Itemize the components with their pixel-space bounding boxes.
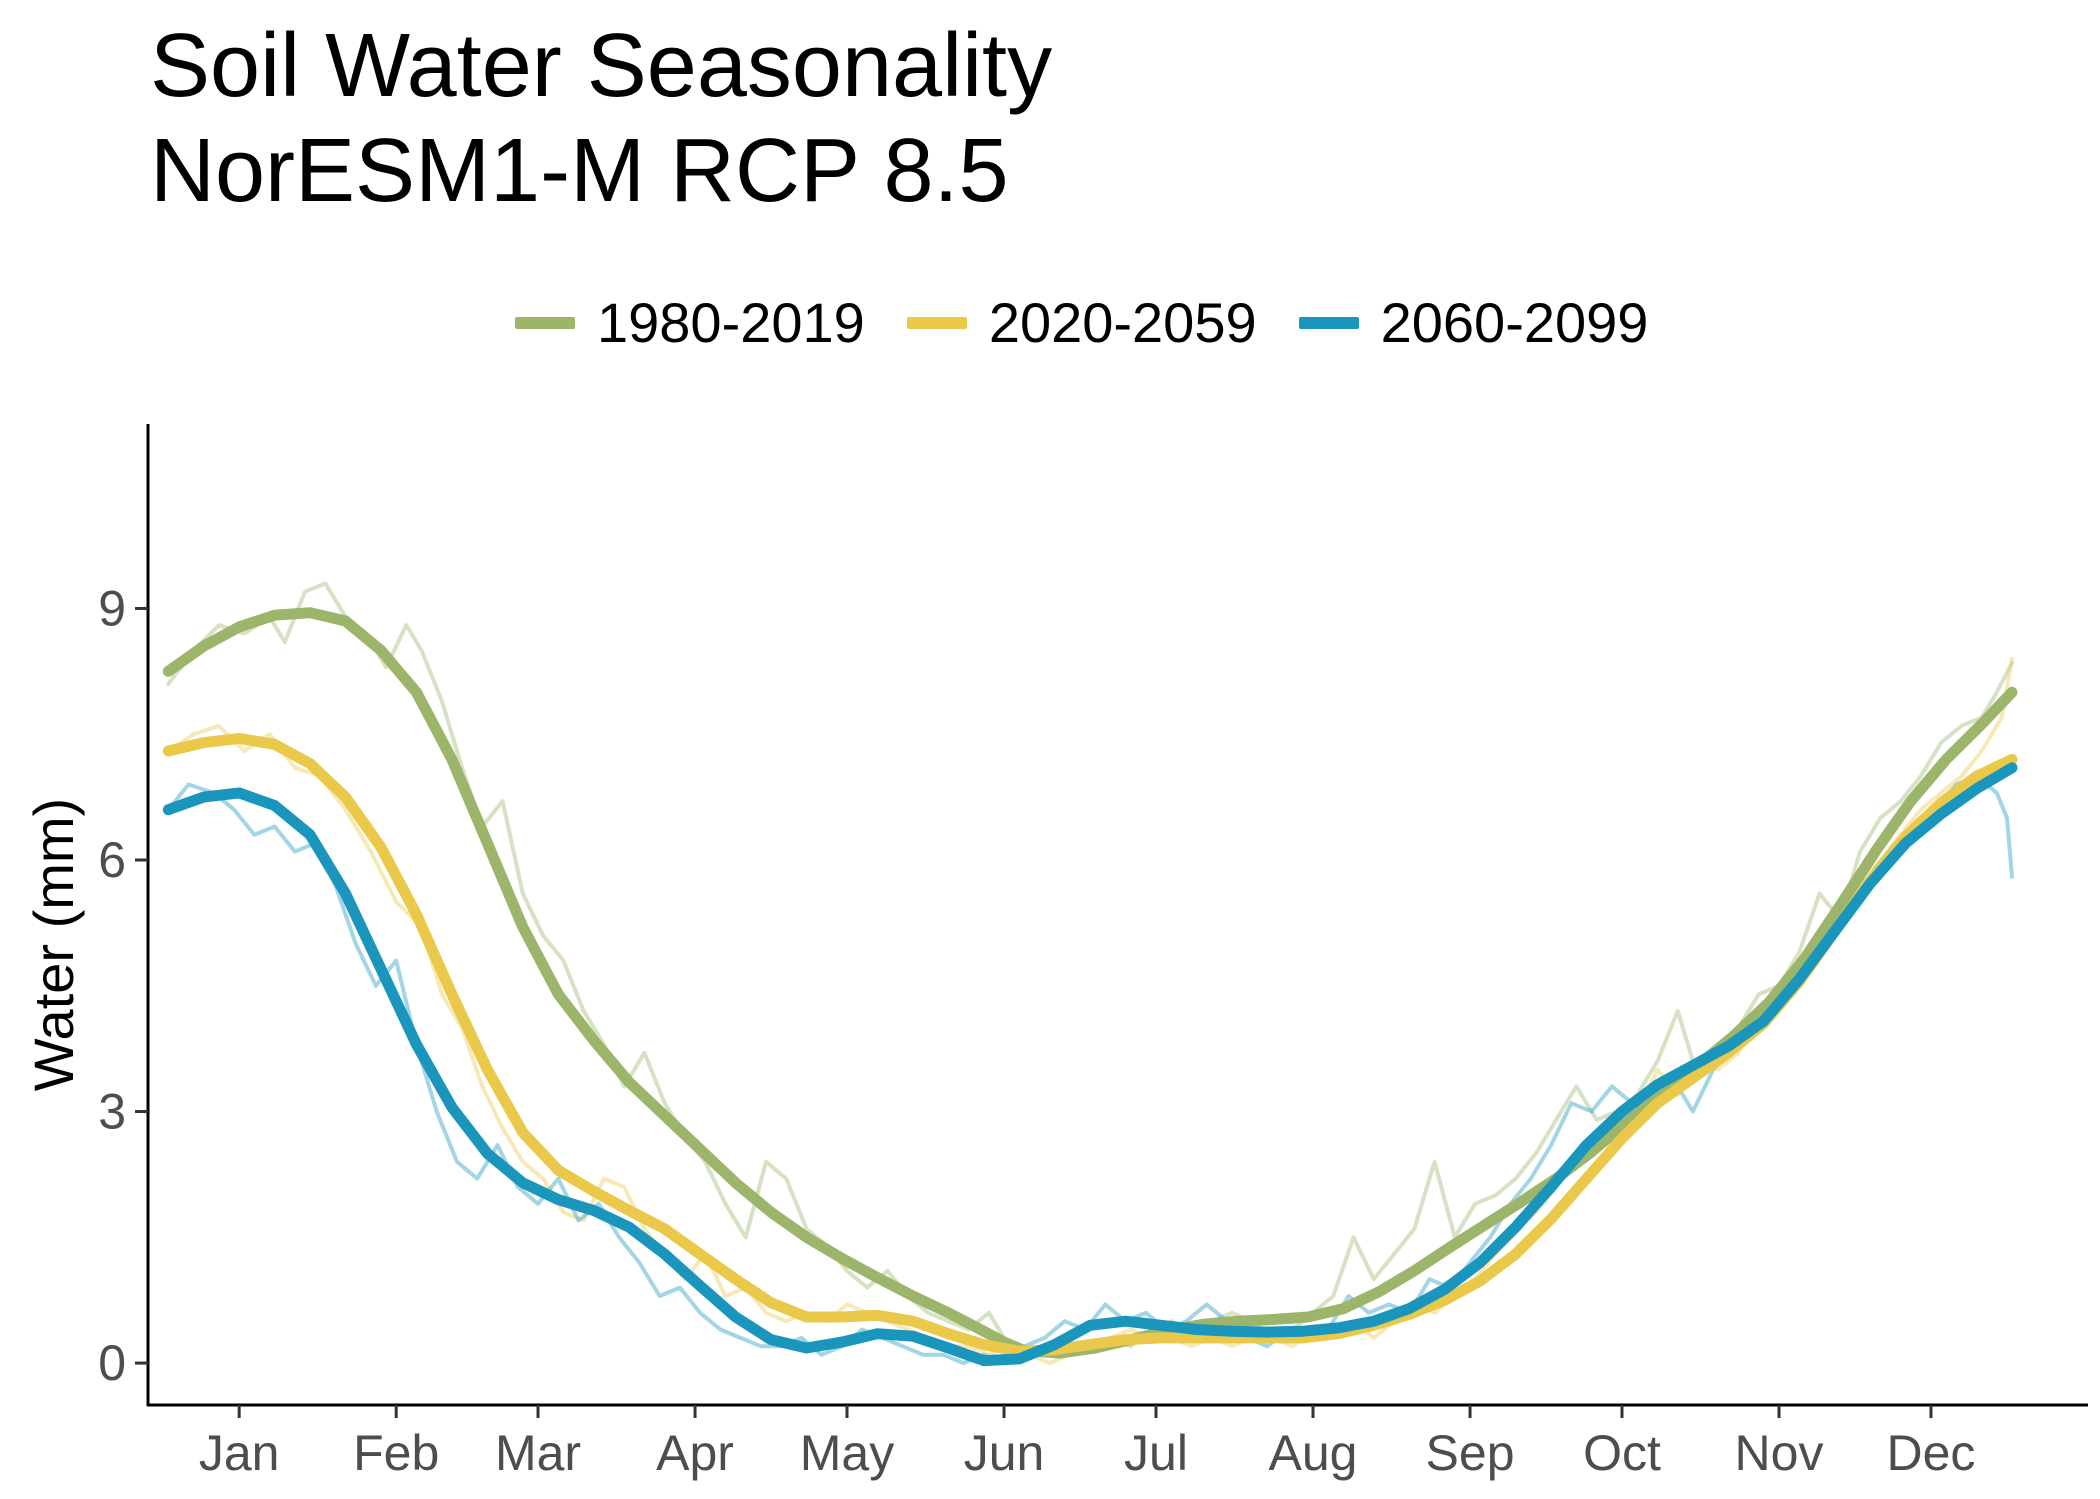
legend: 1980-2019 2020-2059 2060-2099 [515,290,1690,355]
x-tick-label-mar: Mar [495,1425,581,1481]
x-tick-label-jul: Jul [1124,1425,1188,1481]
x-tick-label-feb: Feb [353,1425,439,1481]
y-axis-title: Water (mm) [22,798,85,1091]
x-tick-label-oct: Oct [1583,1425,1661,1481]
y-tick-label: 6 [98,832,126,888]
legend-swatch [1298,316,1359,329]
legend-item-1980-2019: 1980-2019 [515,290,865,355]
x-tick-label-jun: Jun [964,1425,1045,1481]
y-tick-label: 9 [98,580,126,636]
legend-label: 2020-2059 [988,291,1257,354]
legend-label: 1980-2019 [597,291,865,354]
legend-swatch [515,316,575,329]
series-line-2020-2059 [162,732,2018,1357]
chart-title: Soil Water Seasonality [150,16,1053,116]
series-line-2060-2099 [162,762,2018,1367]
legend-swatch [906,316,967,329]
x-tick-label-dec: Dec [1887,1425,1976,1481]
x-tick-label-sep: Sep [1426,1425,1515,1481]
x-tick-label-may: May [800,1425,894,1481]
chart-subtitle: NorESM1-M RCP 8.5 [150,121,1009,221]
smooth-series-layer [162,607,2018,1367]
legend-item-2060-2099: 2060-2099 [1298,290,1649,355]
title-block: Soil Water Seasonality NorESM1-M RCP 8.5 [150,14,1052,224]
y-tick-label: 0 [98,1335,126,1391]
x-tick-label-nov: Nov [1735,1425,1824,1481]
series-raw-line-2060-2099 [166,774,2014,1366]
x-tick-label-apr: Apr [656,1425,734,1481]
y-tick-label: 3 [98,1084,126,1140]
x-tick-label-aug: Aug [1269,1425,1358,1481]
x-tick-label-jan: Jan [199,1425,280,1481]
legend-label: 2060-2099 [1380,291,1649,354]
axes-layer: 0 3 6 9 Jan Feb Mar Apr May Jun Jul Aug Sep Oct Nov Dec… [22,424,2088,1481]
legend-item-2020-2059: 2020-2059 [906,290,1257,355]
series-raw-line-2020-2059 [166,656,2014,1366]
